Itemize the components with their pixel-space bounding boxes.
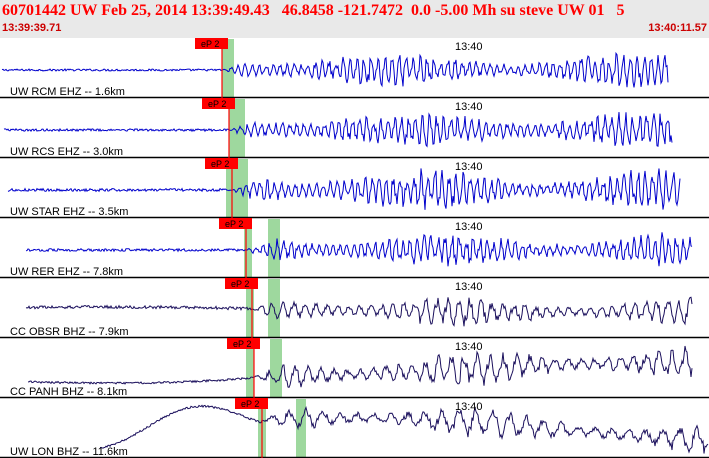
pick-label: eP 2 xyxy=(241,399,259,409)
trace-panel: eP 2 13:40 CC PANH BHZ -- 8.1km xyxy=(0,338,709,399)
trace-panel: eP 2 13:40 UW LON BHZ -- 11.6km xyxy=(0,398,709,458)
pick-window xyxy=(222,39,234,98)
waveform-line xyxy=(28,345,693,389)
waveform-line xyxy=(25,232,693,267)
trace-panel: eP 2 13:40 UW STAR EHZ -- 3.5km xyxy=(0,158,709,219)
pick-flag xyxy=(227,338,260,349)
waveform-line xyxy=(1,51,669,88)
time-marker-label: 13:40 xyxy=(455,161,483,173)
time-marker-label: 13:40 xyxy=(455,341,483,353)
time-marker-label: 13:40 xyxy=(455,101,483,113)
pick-flag xyxy=(195,38,228,49)
station-label: UW RCS EHZ -- 3.0km xyxy=(10,146,123,158)
pick-label: eP 2 xyxy=(233,339,251,349)
station-label: CC OBSR BHZ -- 7.9km xyxy=(10,326,129,338)
pick-window xyxy=(229,99,245,158)
pick-window xyxy=(244,219,252,278)
trace-panel: eP 2 13:40 UW RCM EHZ -- 1.6km xyxy=(0,38,709,99)
pick-label: eP 2 xyxy=(231,279,249,289)
time-marker-label: 13:40 xyxy=(455,221,483,233)
event-title: 60701442 UW Feb 25, 2014 13:39:49.43 46.… xyxy=(2,2,625,19)
pick-flag xyxy=(219,218,252,229)
seismogram-plot: eP 2 13:40 UW RCM EHZ -- 1.6km eP 2 13:40 UW … xyxy=(0,38,709,458)
trace-panel: eP 2 13:40 CC OBSR BHZ -- 7.9km xyxy=(0,278,709,339)
pick-label: eP 2 xyxy=(201,39,219,49)
waveform-line xyxy=(7,168,681,210)
waveform-line xyxy=(25,296,693,327)
trace-panel: eP 2 13:40 UW RER EHZ -- 7.8km xyxy=(0,218,709,279)
time-marker-label: 13:40 xyxy=(455,41,483,53)
pick-flag xyxy=(202,98,235,109)
time-marker-label: 13:40 xyxy=(455,401,483,413)
station-label: UW RER EHZ -- 7.8km xyxy=(10,266,123,278)
pick-flag xyxy=(205,158,238,169)
trace-panel: eP 2 13:40 UW RCS EHZ -- 3.0km xyxy=(0,98,709,159)
station-label: UW LON BHZ -- 11.6km xyxy=(10,446,128,458)
pick-flag xyxy=(225,278,258,289)
pick-label: eP 2 xyxy=(211,159,229,169)
station-label: UW RCM EHZ -- 1.6km xyxy=(10,86,125,98)
event-header: 60701442 UW Feb 25, 2014 13:39:49.43 46.… xyxy=(0,0,709,38)
pick-flag xyxy=(235,398,268,409)
pick-label: eP 2 xyxy=(225,219,243,229)
waveform-line xyxy=(99,404,709,454)
start-time-label: 13:39:39.71 xyxy=(2,22,62,34)
time-marker-label: 13:40 xyxy=(455,281,483,293)
pick-window xyxy=(296,399,306,458)
pick-window xyxy=(246,339,254,398)
seismogram-svg: eP 2 13:40 UW RCM EHZ -- 1.6km eP 2 13:40 UW … xyxy=(0,38,709,458)
end-time-label: 13:40:11.57 xyxy=(648,22,707,34)
pick-label: eP 2 xyxy=(208,99,226,109)
station-label: CC PANH BHZ -- 8.1km xyxy=(10,386,127,398)
pick-window xyxy=(268,219,280,278)
waveform-line xyxy=(3,112,673,148)
station-label: UW STAR EHZ -- 3.5km xyxy=(10,206,128,218)
pick-window xyxy=(270,339,282,398)
